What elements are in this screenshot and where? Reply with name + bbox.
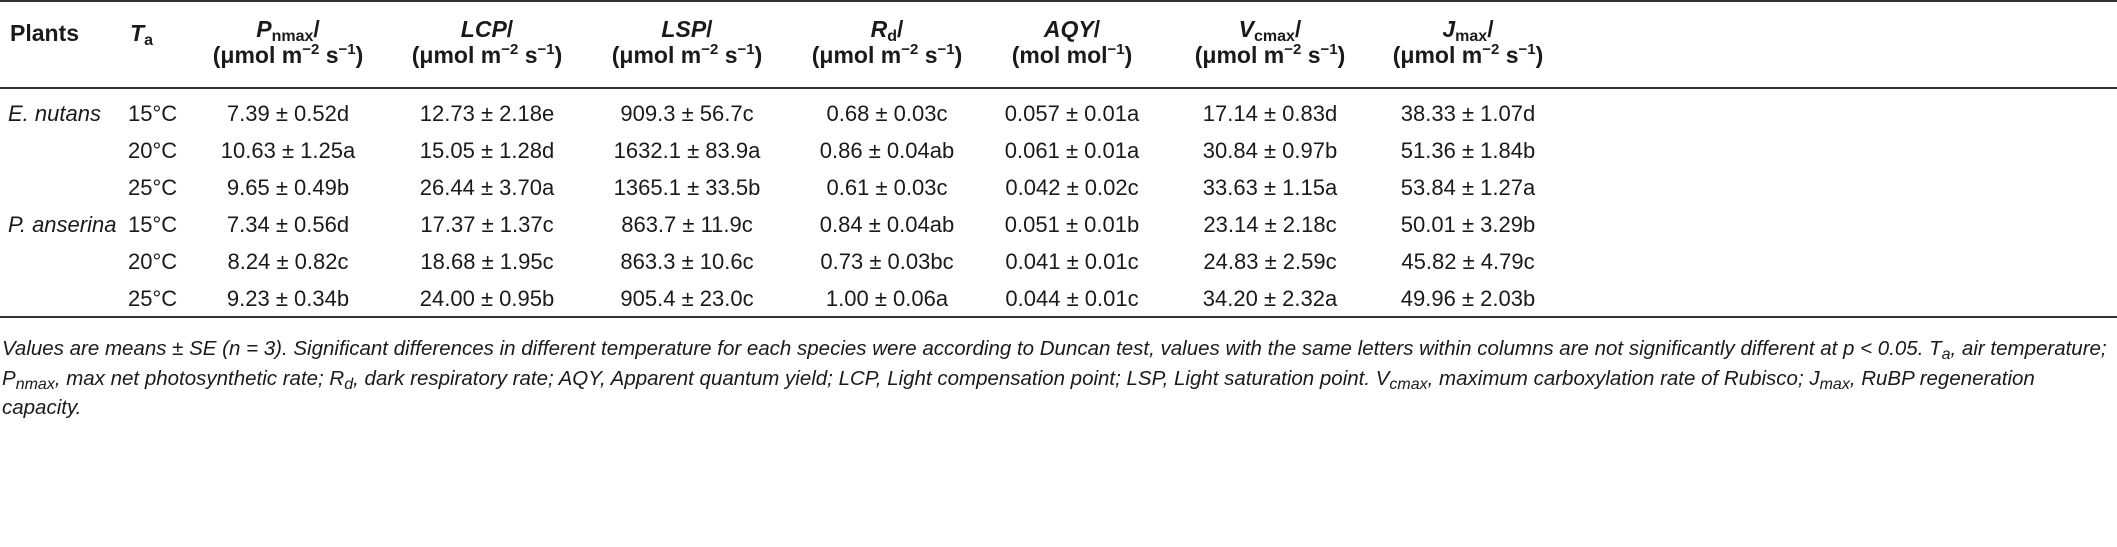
cell-lsp: 863.7 ± 11.9c bbox=[621, 212, 753, 237]
cell-lsp: 1365.1 ± 33.5b bbox=[613, 175, 761, 200]
cell-lsp: 863.3 ± 10.6c bbox=[620, 249, 754, 274]
table-header-rule bbox=[0, 87, 2117, 89]
cell-aqy: 0.041 ± 0.01c bbox=[1005, 249, 1139, 274]
cell-aqy: 0.051 ± 0.01b bbox=[1004, 212, 1140, 237]
cell-aqy: 0.042 ± 0.02c bbox=[1005, 175, 1139, 200]
cell-rd: 1.00 ± 0.06a bbox=[825, 286, 949, 311]
cell-ta: 25°C bbox=[128, 175, 178, 200]
cell-rd: 0.68 ± 0.03c bbox=[826, 101, 948, 126]
cell-rd: 0.84 ± 0.04ab bbox=[819, 212, 955, 237]
cell-vcmax: 33.63 ± 1.15a bbox=[1202, 175, 1338, 200]
cell-pnmax: 7.34 ± 0.56d bbox=[226, 212, 350, 237]
header-aqy: AQY/ (mol mol−1) bbox=[1011, 16, 1133, 68]
cell-pnmax: 10.63 ± 1.25a bbox=[220, 138, 356, 163]
cell-ta: 15°C bbox=[128, 101, 178, 126]
cell-pnmax: 9.65 ± 0.49b bbox=[226, 175, 350, 200]
cell-jmax: 53.84 ± 1.27a bbox=[1400, 175, 1536, 200]
cell-rd: 0.86 ± 0.04ab bbox=[819, 138, 955, 163]
cell-jmax: 38.33 ± 1.07d bbox=[1400, 101, 1536, 126]
cell-ta: 20°C bbox=[128, 138, 178, 163]
cell-lcp: 24.00 ± 0.95b bbox=[419, 286, 555, 311]
cell-jmax: 49.96 ± 2.03b bbox=[1400, 286, 1536, 311]
cell-lcp: 15.05 ± 1.28d bbox=[419, 138, 555, 163]
header-vcmax: Vcmax/ (μmol m−2 s−1) bbox=[1194, 16, 1346, 68]
table-bottom-rule bbox=[0, 316, 2117, 318]
cell-jmax: 50.01 ± 3.29b bbox=[1400, 212, 1536, 237]
header-lsp: LSP/ (μmol m−2 s−1) bbox=[611, 16, 763, 68]
cell-lcp: 12.73 ± 2.18e bbox=[419, 101, 555, 126]
cell-plant: P. anserina bbox=[8, 212, 117, 237]
cell-lsp: 909.3 ± 56.7c bbox=[620, 101, 754, 126]
cell-pnmax: 9.23 ± 0.34b bbox=[226, 286, 350, 311]
cell-vcmax: 30.84 ± 0.97b bbox=[1202, 138, 1338, 163]
cell-vcmax: 23.14 ± 2.18c bbox=[1203, 212, 1337, 237]
cell-plant: E. nutans bbox=[8, 101, 101, 126]
cell-rd: 0.73 ± 0.03bc bbox=[820, 249, 954, 274]
cell-ta: 25°C bbox=[128, 286, 178, 311]
cell-pnmax: 7.39 ± 0.52d bbox=[226, 101, 350, 126]
cell-vcmax: 17.14 ± 0.83d bbox=[1202, 101, 1338, 126]
header-rd: Rd/ (μmol m−2 s−1) bbox=[811, 16, 963, 68]
cell-rd: 0.61 ± 0.03c bbox=[826, 175, 948, 200]
cell-ta: 20°C bbox=[128, 249, 178, 274]
table-top-rule bbox=[0, 0, 2117, 2]
header-jmax: Jmax/ (μmol m−2 s−1) bbox=[1392, 16, 1544, 68]
cell-aqy: 0.044 ± 0.01c bbox=[1005, 286, 1139, 311]
cell-lcp: 17.37 ± 1.37c bbox=[420, 212, 554, 237]
header-pnmax: Pnmax/ (μmol m−2 s−1) bbox=[212, 16, 364, 68]
cell-lcp: 26.44 ± 3.70a bbox=[419, 175, 555, 200]
table-footnote: Values are means ± SE (n = 3). Significa… bbox=[2, 337, 2107, 419]
cell-aqy: 0.061 ± 0.01a bbox=[1004, 138, 1140, 163]
cell-ta: 15°C bbox=[128, 212, 178, 237]
cell-lcp: 18.68 ± 1.95c bbox=[420, 249, 554, 274]
cell-vcmax: 24.83 ± 2.59c bbox=[1203, 249, 1337, 274]
header-plants: Plants bbox=[10, 20, 80, 46]
header-lcp: LCP/ (μmol m−2 s−1) bbox=[411, 16, 563, 68]
cell-lsp: 1632.1 ± 83.9a bbox=[613, 138, 761, 163]
cell-jmax: 45.82 ± 4.79c bbox=[1401, 249, 1535, 274]
cell-vcmax: 34.20 ± 2.32a bbox=[1202, 286, 1338, 311]
header-ta: Ta bbox=[130, 20, 153, 49]
cell-aqy: 0.057 ± 0.01a bbox=[1004, 101, 1140, 126]
cell-pnmax: 8.24 ± 0.82c bbox=[227, 249, 349, 274]
cell-jmax: 51.36 ± 1.84b bbox=[1400, 138, 1536, 163]
cell-lsp: 905.4 ± 23.0c bbox=[620, 286, 754, 311]
